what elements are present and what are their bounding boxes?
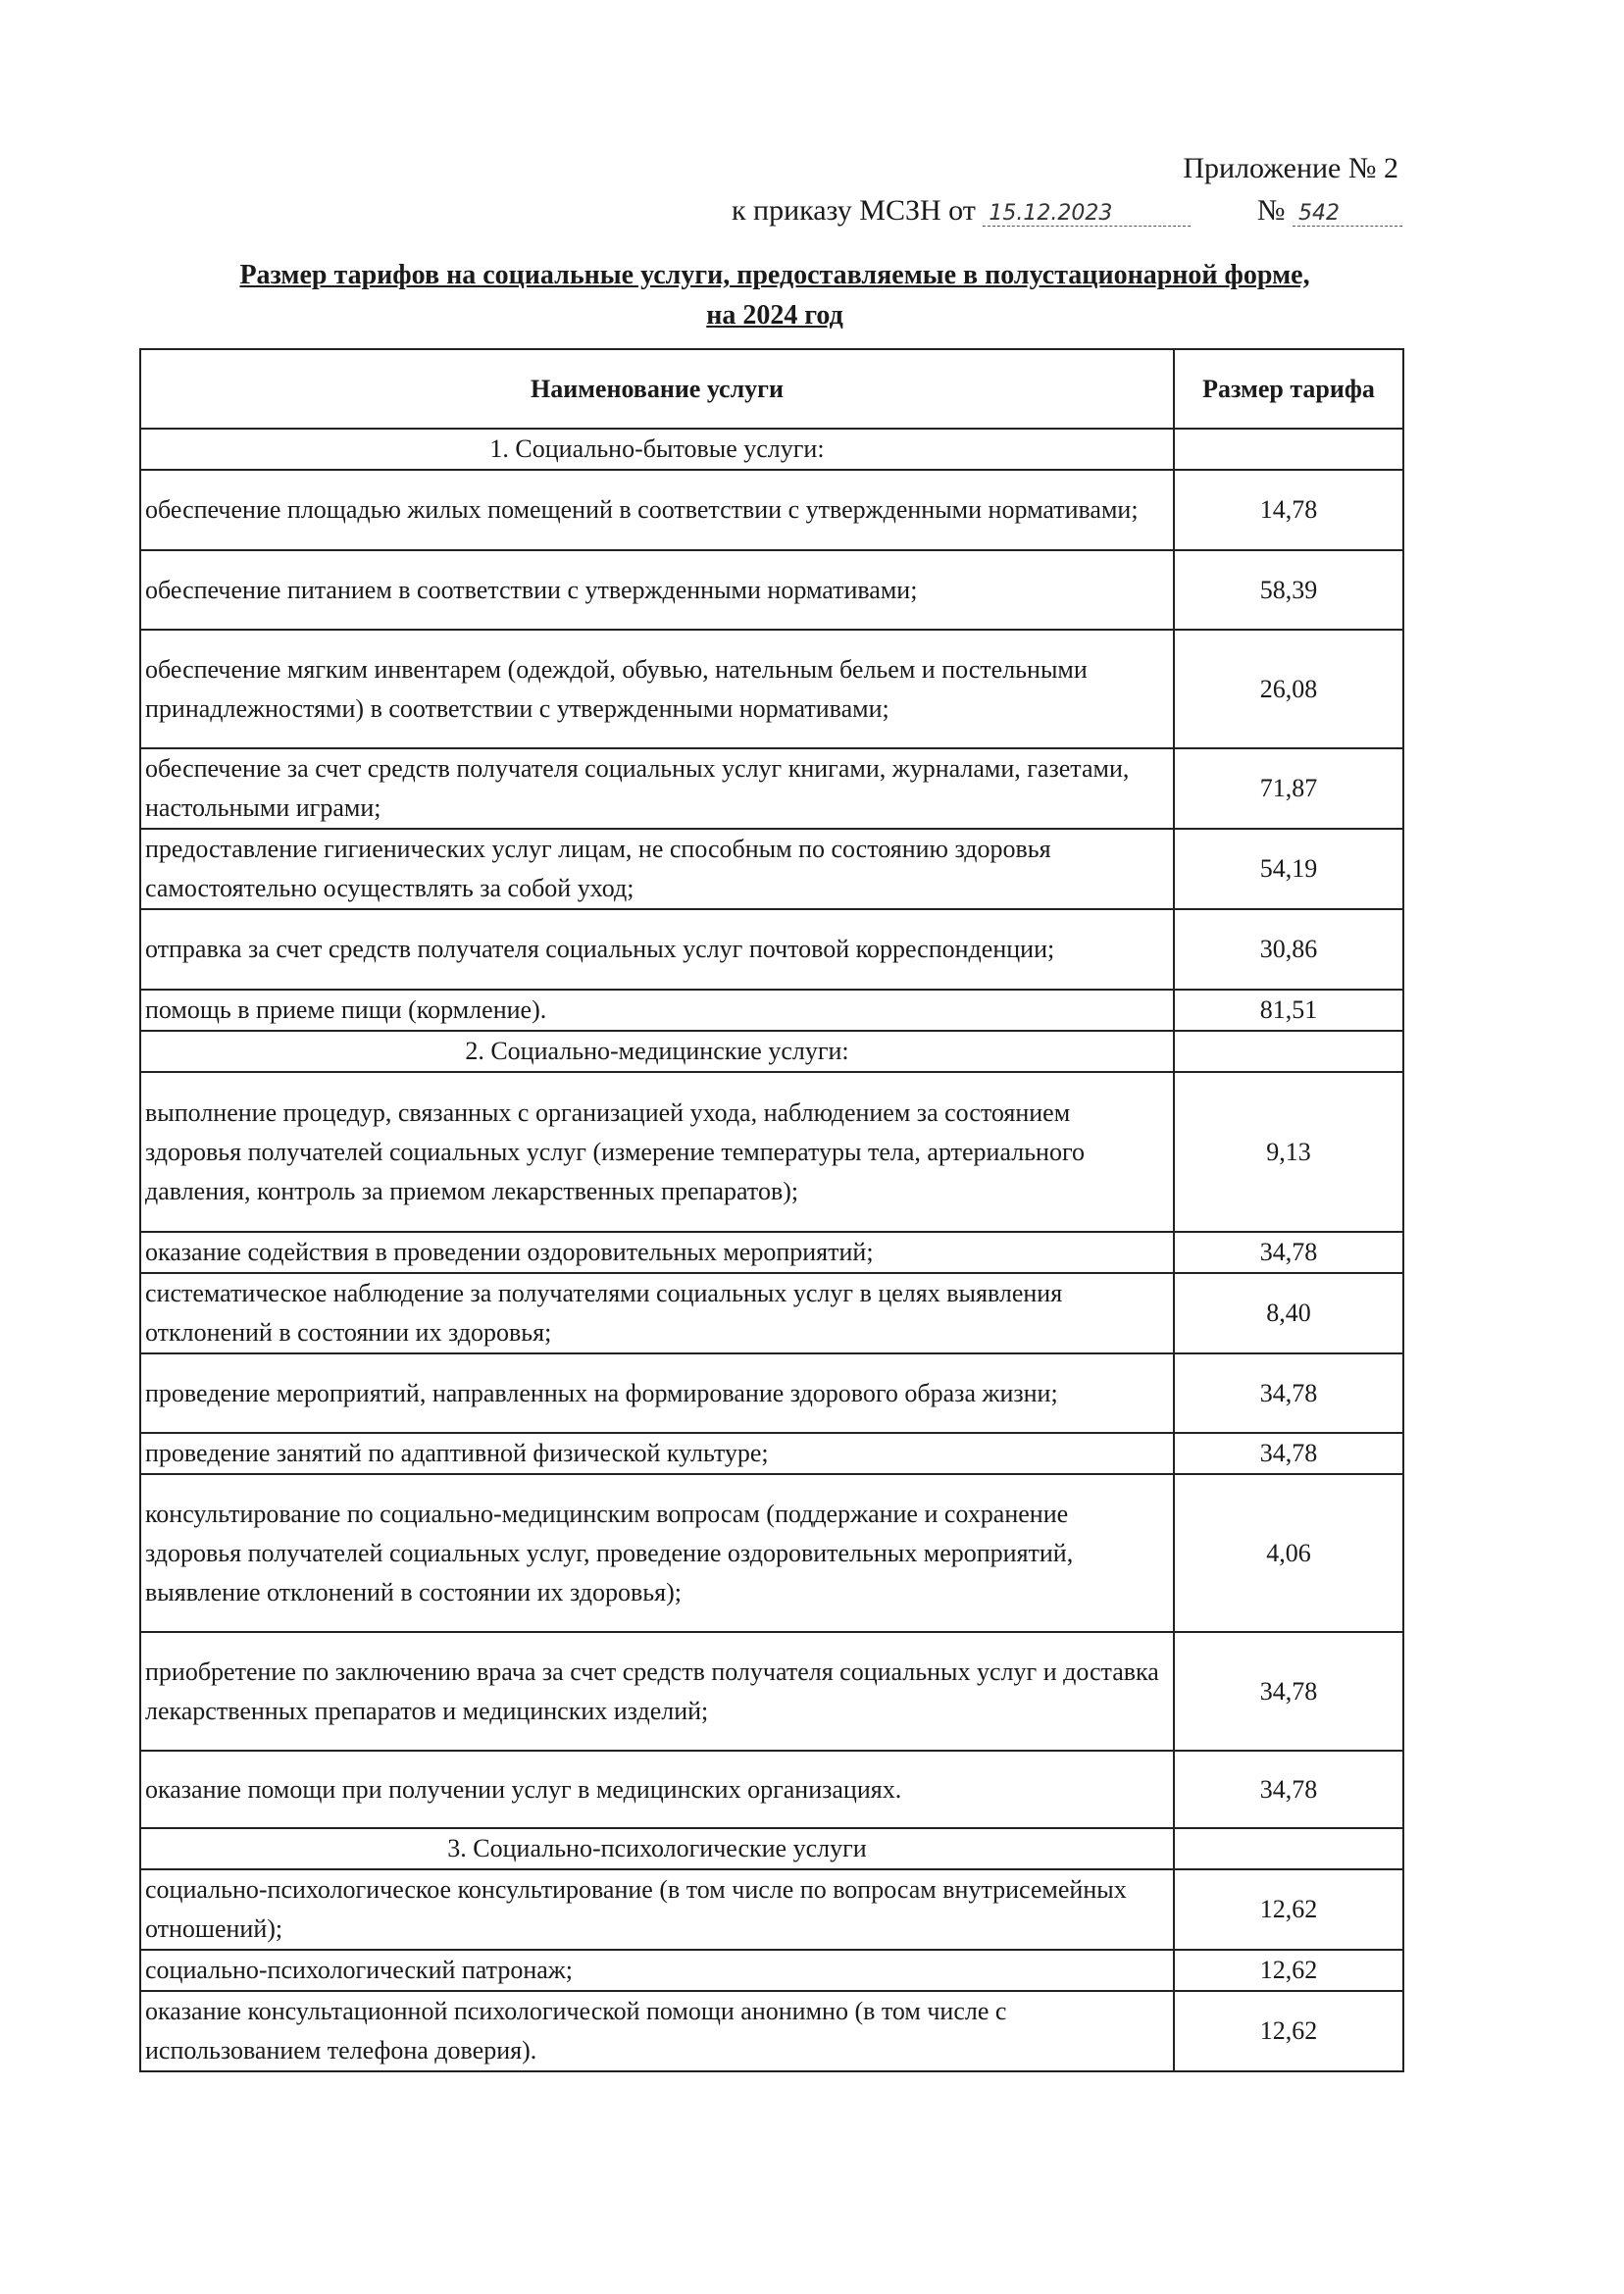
empty-cell — [1173, 1827, 1404, 1870]
tariff-value: 30,86 — [1173, 908, 1404, 991]
table-header-row: Наименование услуги Размер тарифа — [139, 348, 1404, 430]
service-name: помощь в приеме пищи (кормление). — [139, 989, 1175, 1032]
table-row: обеспечение за счет средств получателя с… — [139, 747, 1404, 830]
section-row: 3. Социально-психологические услуги — [139, 1827, 1404, 1870]
order-date: 15.12.2023 — [983, 201, 1192, 227]
tariff-value: 34,78 — [1173, 1231, 1404, 1274]
tariff-value: 8,40 — [1173, 1272, 1404, 1354]
tariff-value: 14,78 — [1173, 469, 1404, 551]
tariff-value: 9,13 — [1173, 1071, 1404, 1233]
service-name: консультирование по социально-медицински… — [139, 1473, 1175, 1633]
tariff-value: 34,78 — [1173, 1352, 1404, 1434]
service-name: предоставление гигиенических услуг лицам… — [139, 828, 1175, 910]
service-name: обеспечение питанием в соответствии с ут… — [139, 549, 1175, 631]
title-line-2: на 2024 год — [706, 300, 843, 331]
service-name: выполнение процедур, связанных с организ… — [139, 1071, 1175, 1233]
order-number: 542 — [1293, 201, 1402, 227]
table-row: систематическое наблюдение за получателя… — [139, 1272, 1404, 1354]
table-row: обеспечение мягким инвентарем (одеждой, … — [139, 629, 1404, 749]
section-title: 3. Социально-психологические услуги — [139, 1827, 1175, 1870]
tariff-value: 12,62 — [1173, 1990, 1404, 2072]
section-title: 2. Социально-медицинские услуги: — [139, 1030, 1175, 1073]
tariff-table: Наименование услуги Размер тарифа 1. Соц… — [139, 348, 1404, 2072]
column-header-tariff: Размер тарифа — [1173, 348, 1404, 430]
title-line-1: Размер тарифов на социальные услуги, пре… — [239, 260, 1310, 290]
service-name: проведение занятий по адаптивной физичес… — [139, 1432, 1175, 1475]
service-name: оказание консультационной психологическо… — [139, 1990, 1175, 2072]
table-row: обеспечение питанием в соответствии с ут… — [139, 549, 1404, 631]
service-name: социально-психологическое консультирован… — [139, 1868, 1175, 1951]
column-header-service: Наименование услуги — [139, 348, 1175, 430]
table-row: оказание содействия в проведении оздоров… — [139, 1231, 1404, 1274]
tariff-value: 71,87 — [1173, 747, 1404, 830]
table-row: предоставление гигиенических услуг лицам… — [139, 828, 1404, 910]
order-prefix: к приказу МСЗН от — [731, 194, 976, 227]
document-title: Размер тарифов на социальные услуги, пре… — [137, 255, 1412, 335]
tariff-value: 12,62 — [1173, 1868, 1404, 1951]
service-name: проведение мероприятий, направленных на … — [139, 1352, 1175, 1434]
table-row: проведение мероприятий, направленных на … — [139, 1352, 1404, 1434]
table-row: консультирование по социально-медицински… — [139, 1473, 1404, 1633]
service-name: систематическое наблюдение за получателя… — [139, 1272, 1175, 1354]
table-row: помощь в приеме пищи (кормление). 81,51 — [139, 989, 1404, 1032]
tariff-value: 58,39 — [1173, 549, 1404, 631]
table-row: социально-психологическое консультирован… — [139, 1868, 1404, 1951]
table-row: проведение занятий по адаптивной физичес… — [139, 1432, 1404, 1475]
section-row: 1. Социально-бытовые услуги: — [139, 428, 1404, 471]
service-name: приобретение по заключению врача за счет… — [139, 1631, 1175, 1752]
service-name: оказание помощи при получении услуг в ме… — [139, 1750, 1175, 1829]
table-row: оказание консультационной психологическо… — [139, 1990, 1404, 2072]
empty-cell — [1173, 1030, 1404, 1073]
service-name: оказание содействия в проведении оздоров… — [139, 1231, 1175, 1274]
service-name: обеспечение за счет средств получателя с… — [139, 747, 1175, 830]
service-name: обеспечение мягким инвентарем (одеждой, … — [139, 629, 1175, 749]
empty-cell — [1173, 428, 1404, 471]
section-title: 1. Социально-бытовые услуги: — [139, 428, 1175, 471]
tariff-value: 12,62 — [1173, 1949, 1404, 1992]
tariff-value: 81,51 — [1173, 989, 1404, 1032]
table-row: приобретение по заключению врача за счет… — [139, 1631, 1404, 1752]
tariff-value: 34,78 — [1173, 1432, 1404, 1475]
number-label: № — [1256, 194, 1286, 227]
tariff-value: 34,78 — [1173, 1631, 1404, 1752]
service-name: обеспечение площадью жилых помещений в с… — [139, 469, 1175, 551]
tariff-value: 54,19 — [1173, 828, 1404, 910]
tariff-value: 4,06 — [1173, 1473, 1404, 1633]
tariff-value: 34,78 — [1173, 1750, 1404, 1829]
section-row: 2. Социально-медицинские услуги: — [139, 1030, 1404, 1073]
table-row: отправка за счет средств получателя соци… — [139, 908, 1404, 991]
appendix-label: Приложение № 2 — [1183, 152, 1398, 184]
table-row: оказание помощи при получении услуг в ме… — [139, 1750, 1404, 1829]
table-row: социально-психологический патронаж; 12,62 — [139, 1949, 1404, 1992]
service-name: социально-психологический патронаж; — [139, 1949, 1175, 1992]
table-row: выполнение процедур, связанных с организ… — [139, 1071, 1404, 1233]
service-name: отправка за счет средств получателя соци… — [139, 908, 1175, 991]
table-row: обеспечение площадью жилых помещений в с… — [139, 469, 1404, 551]
tariff-value: 26,08 — [1173, 629, 1404, 749]
order-reference: к приказу МСЗН от 15.12.2023 № 542 — [732, 194, 1402, 228]
